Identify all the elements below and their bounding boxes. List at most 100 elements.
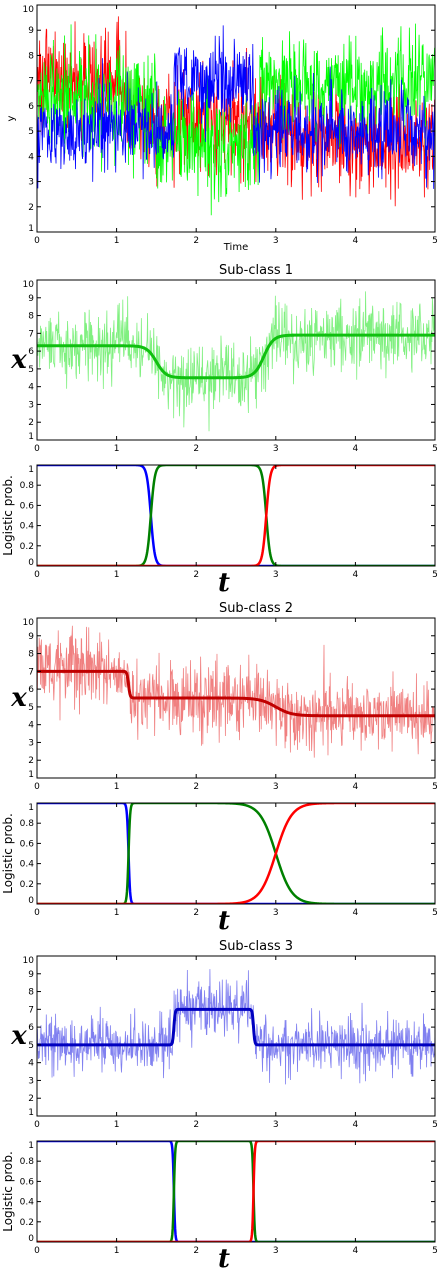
y-tick-label: 1 bbox=[28, 432, 34, 442]
probability-curve-2 bbox=[37, 803, 435, 904]
probability-curve-1 bbox=[37, 1141, 435, 1242]
y-tick-label: 0.2 bbox=[20, 880, 34, 890]
x-axis-label: t bbox=[218, 568, 230, 598]
series-line-2 bbox=[37, 23, 435, 216]
x-tick-label: 1 bbox=[114, 1246, 120, 1256]
y-tick-label: 1 bbox=[28, 1108, 34, 1118]
plot-area bbox=[37, 465, 435, 566]
plot-area bbox=[37, 803, 435, 904]
x-tick-label: 2 bbox=[193, 1246, 199, 1256]
x-tick-label: 2 bbox=[193, 1120, 199, 1130]
y-tick-label: 0.8 bbox=[20, 819, 35, 829]
plot-area bbox=[37, 969, 435, 1085]
y-tick-label: 2 bbox=[28, 418, 34, 428]
x-tick-label: 4 bbox=[353, 236, 359, 246]
panel-sub3-prob bbox=[36, 1140, 436, 1243]
y-tick-label: 4 bbox=[28, 383, 34, 393]
x-axis-label: t bbox=[218, 1244, 230, 1268]
y-tick-label: 10 bbox=[23, 280, 35, 290]
y-tick-label: 6 bbox=[28, 102, 34, 112]
y-tick-label: 9 bbox=[28, 26, 34, 36]
y-tick-label: 5 bbox=[28, 365, 34, 375]
axes-frame bbox=[36, 279, 436, 441]
x-tick-label: 5 bbox=[432, 444, 438, 454]
probability-curve-1 bbox=[37, 465, 435, 566]
chart-title: Sub-class 1 bbox=[219, 263, 293, 278]
plot-area bbox=[37, 625, 435, 758]
y-tick-label: 7 bbox=[28, 77, 34, 87]
y-tick-label: 7 bbox=[28, 667, 34, 677]
panel-sub2-prob bbox=[36, 802, 436, 905]
y-tick-label: 9 bbox=[28, 970, 34, 980]
x-tick-label: 3 bbox=[273, 1246, 279, 1256]
y-tick-label: 1 bbox=[28, 803, 34, 813]
x-tick-label: 0 bbox=[34, 444, 40, 454]
x-tick-label: 1 bbox=[114, 570, 120, 580]
y-tick-label: 5 bbox=[28, 1041, 34, 1051]
y-axis-label: y bbox=[6, 115, 17, 121]
y-tick-label: 2 bbox=[28, 203, 34, 213]
x-tick-label: 4 bbox=[353, 908, 359, 918]
y-tick-label: 0.6 bbox=[20, 1177, 35, 1187]
y-tick-label: 9 bbox=[28, 294, 34, 304]
x-tick-label: 4 bbox=[353, 782, 359, 792]
y-tick-label: 10 bbox=[23, 956, 35, 966]
y-axis-label: x bbox=[10, 1021, 27, 1051]
y-tick-label: 8 bbox=[28, 51, 34, 61]
y-tick-label: 0.8 bbox=[20, 1157, 35, 1167]
x-tick-label: 0 bbox=[34, 570, 40, 580]
panel-sub2-x bbox=[36, 617, 436, 779]
y-tick-label: 8 bbox=[28, 312, 34, 322]
x-tick-label: 0 bbox=[34, 236, 40, 246]
x-tick-label: 3 bbox=[273, 570, 279, 580]
x-tick-label: 5 bbox=[432, 236, 438, 246]
y-axis-label: x bbox=[10, 345, 27, 375]
y-tick-label: 0 bbox=[28, 558, 34, 568]
probability-curve-3 bbox=[37, 803, 435, 904]
x-tick-label: 3 bbox=[273, 908, 279, 918]
noisy-signal-line bbox=[37, 969, 435, 1085]
y-tick-label: 3 bbox=[28, 1076, 34, 1086]
y-tick-label: 0 bbox=[28, 1234, 34, 1244]
x-tick-label: 1 bbox=[114, 236, 120, 246]
y-tick-label: 0.4 bbox=[20, 522, 35, 532]
axes-frame bbox=[36, 802, 436, 905]
x-tick-label: 2 bbox=[193, 908, 199, 918]
y-axis-label: x bbox=[10, 683, 27, 713]
y-tick-label: 10 bbox=[23, 618, 35, 628]
fitted-mean-line bbox=[37, 1007, 435, 1047]
x-tick-label: 5 bbox=[432, 782, 438, 792]
x-tick-label: 3 bbox=[273, 782, 279, 792]
noisy-signal-line bbox=[37, 625, 435, 758]
x-tick-label: 5 bbox=[432, 1120, 438, 1130]
x-tick-label: 5 bbox=[432, 1246, 438, 1256]
y-tick-label: 4 bbox=[28, 152, 34, 162]
x-tick-label: 1 bbox=[114, 782, 120, 792]
x-axis-label: Time bbox=[223, 242, 248, 253]
axes-frame bbox=[36, 617, 436, 779]
y-tick-label: 1 bbox=[28, 1141, 34, 1151]
y-tick-label: 4 bbox=[28, 1059, 34, 1069]
y-tick-label: 1 bbox=[28, 224, 34, 234]
y-tick-label: 0.8 bbox=[20, 481, 35, 491]
noisy-signal-line bbox=[37, 291, 435, 432]
series-line-3 bbox=[37, 25, 435, 189]
x-tick-label: 2 bbox=[193, 570, 199, 580]
x-tick-label: 0 bbox=[34, 782, 40, 792]
probability-curve-3 bbox=[37, 1141, 435, 1242]
axes-frame bbox=[36, 1140, 436, 1243]
y-axis-label: Logistic prob. bbox=[1, 475, 15, 556]
x-tick-label: 1 bbox=[114, 908, 120, 918]
panel-sub1-prob bbox=[36, 464, 436, 567]
x-tick-label: 2 bbox=[193, 444, 199, 454]
y-tick-label: 0.2 bbox=[20, 542, 34, 552]
x-tick-label: 5 bbox=[432, 570, 438, 580]
axes-frame bbox=[36, 4, 436, 233]
x-tick-label: 1 bbox=[114, 1120, 120, 1130]
y-tick-label: 8 bbox=[28, 988, 34, 998]
y-tick-label: 0 bbox=[28, 896, 34, 906]
panel-sub3-x bbox=[36, 955, 436, 1117]
x-tick-label: 4 bbox=[353, 1246, 359, 1256]
y-tick-label: 1 bbox=[28, 465, 34, 475]
